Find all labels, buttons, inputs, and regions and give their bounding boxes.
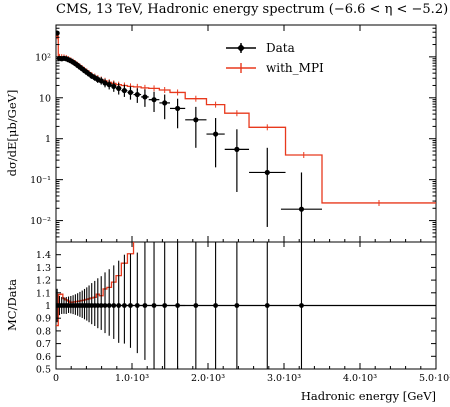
legend-mc-label: with_MPI [266, 61, 324, 75]
ratio-data-point [142, 303, 148, 308]
legend-data-label: Data [266, 41, 295, 55]
data-point [56, 30, 60, 36]
ratio-data-point [128, 303, 133, 308]
data-point [175, 105, 181, 112]
y-tick-label: 10⁻¹ [30, 175, 51, 186]
y-axis-label: dσ/dE[μb/GeV] [5, 90, 19, 177]
data-point [98, 78, 104, 84]
legend-data-marker-icon [237, 44, 245, 52]
ratio-data-point [106, 303, 112, 308]
legend: Data with_MPI [226, 41, 324, 75]
ratio-data-point [95, 303, 101, 308]
data-point [298, 206, 305, 212]
x-tick-label: 0 [53, 373, 59, 384]
ratio-tick-label: 0.9 [36, 314, 51, 325]
ratio-tick-label: 1.4 [36, 250, 51, 261]
data-point [111, 83, 117, 89]
data-point [127, 89, 134, 96]
data-point [162, 100, 168, 106]
main-plot-frame [55, 24, 437, 243]
axis-ticks: 0 1.0·10³ 2.0·10³ 3.0·10³ 4.0·10³ 5.0·10³ 10⁻²… [30, 24, 450, 384]
ratio-data-point [175, 303, 181, 308]
ratio-data-point [134, 303, 140, 308]
ratio-tick-label: 0.8 [36, 326, 51, 337]
mc-histogram-line [56, 35, 436, 204]
ratio-data-point [98, 303, 104, 308]
ratio-data-point [193, 303, 199, 308]
data-point [234, 146, 240, 152]
ratio-data-point [264, 303, 270, 308]
ratio-tick-label: 0.6 [36, 352, 51, 363]
main-plot-marks [56, 30, 436, 242]
ratio-data-point [151, 303, 157, 308]
ratio-tick-label: 0.5 [36, 365, 51, 376]
data-point [121, 87, 127, 94]
y-tick-label: 10² [35, 52, 51, 63]
data-point [142, 94, 148, 100]
ratio-data-point [162, 303, 168, 308]
data-point [264, 169, 270, 176]
data-point [116, 85, 122, 91]
ratio-tick-label: 1.3 [36, 263, 51, 274]
ratio-data-point [213, 303, 219, 308]
ratio-tick-label: 1.2 [36, 276, 51, 287]
ratio-tick-label: 0.7 [36, 339, 51, 350]
chart-title: CMS, 13 TeV, Hadronic energy spectrum (−… [56, 2, 449, 17]
ratio-data-point [116, 303, 122, 308]
ratio-data-point [111, 303, 117, 308]
x-tick-label: 2.0·10³ [191, 373, 225, 384]
y-tick-label: 10⁻² [30, 216, 51, 227]
x-tick-label: 3.0·10³ [267, 373, 301, 384]
data-point [213, 131, 219, 137]
ratio-axis-label: MC/Data [5, 279, 19, 331]
ratio-tick-label: 1 [45, 301, 51, 312]
x-tick-label: 5.0·10³ [419, 373, 450, 384]
ratio-tick-label: 1.1 [36, 288, 51, 299]
y-tick-label: 1 [45, 134, 51, 145]
ratio-data-point [234, 303, 240, 308]
ratio-plot-marks [56, 242, 436, 369]
y-tick-label: 10 [39, 93, 51, 104]
data-point [106, 81, 112, 88]
data-point [102, 80, 108, 86]
x-tick-label: 4.0·10³ [343, 373, 377, 384]
ratio-data-point [102, 303, 108, 308]
data-point [193, 117, 199, 123]
x-tick-label: 1.0·10³ [115, 373, 149, 384]
ratio-data-point [122, 303, 127, 308]
data-point [151, 97, 157, 103]
x-axis-label: Hadronic energy [GeV] [301, 389, 436, 403]
ratio-data-point [299, 303, 304, 308]
data-point [134, 91, 140, 98]
